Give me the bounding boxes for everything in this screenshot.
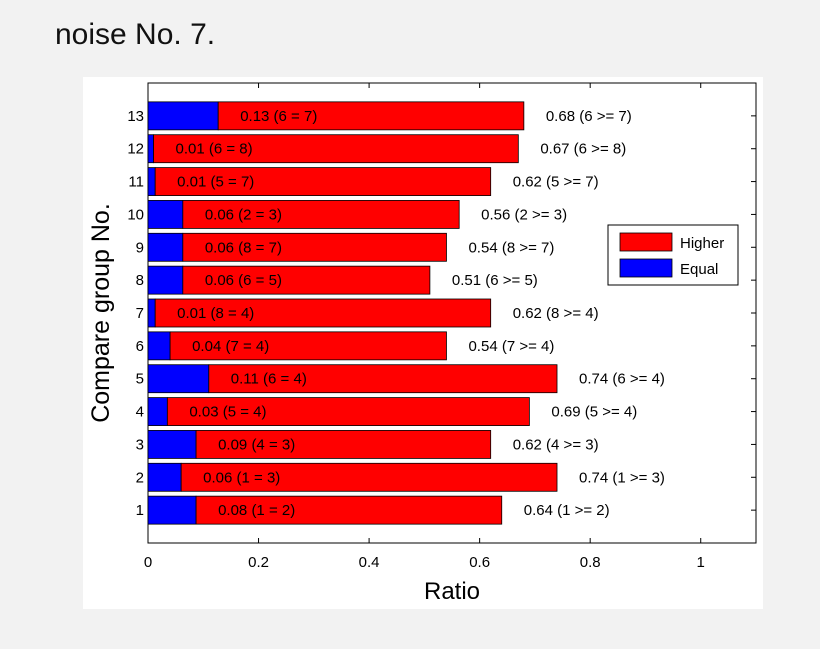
y-tick-label: 13 — [127, 108, 144, 125]
bar-higher — [169, 331, 447, 361]
bar-equal — [147, 167, 156, 196]
x-tick-label: 1 — [697, 554, 705, 571]
bar-higher — [154, 167, 492, 196]
data-label-higher: 0.56 (2 >= 3) — [481, 206, 567, 223]
data-label-equal: 0.01 (6 = 8) — [176, 141, 253, 158]
data-label-higher: 0.51 (6 >= 5) — [452, 272, 538, 289]
y-tick-label: 12 — [127, 141, 144, 158]
bar-higher — [154, 298, 492, 328]
bar-equal — [147, 495, 197, 525]
bar-equal — [147, 134, 154, 164]
y-tick-label: 8 — [136, 272, 144, 289]
legend-swatch-higher — [619, 232, 673, 252]
figure-panel: 0 0.2 0.4 0.6 0.8 1 1 2 3 4 5 6 7 8 9 10 11 12 13 0.08 (1 =… — [83, 77, 763, 609]
y-tick-label: 9 — [136, 239, 144, 256]
bar-equal — [147, 397, 168, 426]
data-label-higher: 0.54 (7 >= 4) — [468, 338, 554, 355]
data-label-higher: 0.68 (6 >= 7) — [546, 108, 632, 125]
bar-higher — [182, 232, 447, 262]
bar-higher — [195, 430, 492, 459]
figure-caption: noise No. 7. — [55, 18, 216, 51]
data-label-equal: 0.01 (8 = 4) — [177, 305, 254, 322]
legend-swatch-equal — [619, 258, 673, 278]
data-label-equal: 0.03 (5 = 4) — [189, 404, 266, 421]
data-label-higher: 0.67 (6 >= 8) — [540, 141, 626, 158]
bar-higher — [217, 101, 525, 131]
bar-higher — [166, 397, 530, 426]
y-axis-title: Compare group No. — [87, 203, 115, 423]
bar-higher — [208, 364, 558, 394]
bar-equal — [147, 265, 184, 295]
legend-label-higher: Higher — [680, 235, 724, 252]
data-label-higher: 0.74 (6 >= 4) — [579, 371, 665, 388]
bar-equal — [147, 462, 182, 492]
data-label-higher: 0.69 (5 >= 4) — [551, 404, 637, 421]
x-tick-label: 0.2 — [248, 554, 269, 571]
data-label-equal: 0.09 (4 = 3) — [218, 436, 295, 453]
x-axis-title: Ratio — [424, 578, 480, 605]
data-label-equal: 0.11 (6 = 4) — [231, 371, 307, 388]
y-tick-label: 11 — [128, 174, 144, 191]
y-tick-label: 4 — [136, 404, 144, 421]
data-label-equal: 0.01 (5 = 7) — [177, 174, 254, 191]
x-tick-label: 0.4 — [359, 554, 380, 571]
bar-higher — [195, 495, 503, 525]
y-tick-label: 7 — [136, 305, 144, 322]
y-tick-label: 5 — [136, 371, 144, 388]
bar-higher — [153, 134, 519, 164]
y-tick-label: 1 — [136, 502, 144, 519]
x-tick-label: 0 — [144, 554, 152, 571]
bar-higher — [182, 265, 431, 295]
y-tick-label: 3 — [136, 436, 144, 453]
y-tick-label: 2 — [136, 469, 144, 486]
y-tick-label: 10 — [127, 206, 144, 223]
data-label-equal: 0.06 (8 = 7) — [205, 239, 282, 256]
legend-label-equal: Equal — [680, 261, 718, 278]
y-tick-label: 6 — [136, 338, 144, 355]
bar-equal — [147, 232, 184, 262]
data-label-equal: 0.08 (1 = 2) — [218, 502, 295, 519]
bar-equal — [147, 200, 184, 229]
x-tick-label: 0.6 — [469, 554, 490, 571]
bar-higher — [182, 200, 460, 229]
data-label-higher: 0.64 (1 >= 2) — [524, 502, 610, 519]
data-label-equal: 0.06 (1 = 3) — [203, 469, 280, 486]
data-label-equal: 0.06 (2 = 3) — [205, 206, 282, 223]
bar-higher — [180, 462, 558, 492]
bar-equal — [147, 298, 156, 328]
bar-equal — [147, 331, 171, 361]
data-label-higher: 0.62 (4 >= 3) — [513, 436, 599, 453]
data-label-equal: 0.13 (6 = 7) — [240, 108, 317, 125]
bar-equal — [147, 101, 219, 131]
bar-equal — [147, 430, 197, 459]
data-label-higher: 0.62 (8 >= 4) — [513, 305, 599, 322]
data-label-higher: 0.54 (8 >= 7) — [468, 239, 554, 256]
bar-equal — [147, 364, 210, 394]
data-label-equal: 0.06 (6 = 5) — [205, 272, 282, 289]
data-label-equal: 0.04 (7 = 4) — [192, 338, 269, 355]
data-label-higher: 0.62 (5 >= 7) — [513, 174, 599, 191]
x-tick-label: 0.8 — [580, 554, 601, 571]
data-label-higher: 0.74 (1 >= 3) — [579, 469, 665, 486]
